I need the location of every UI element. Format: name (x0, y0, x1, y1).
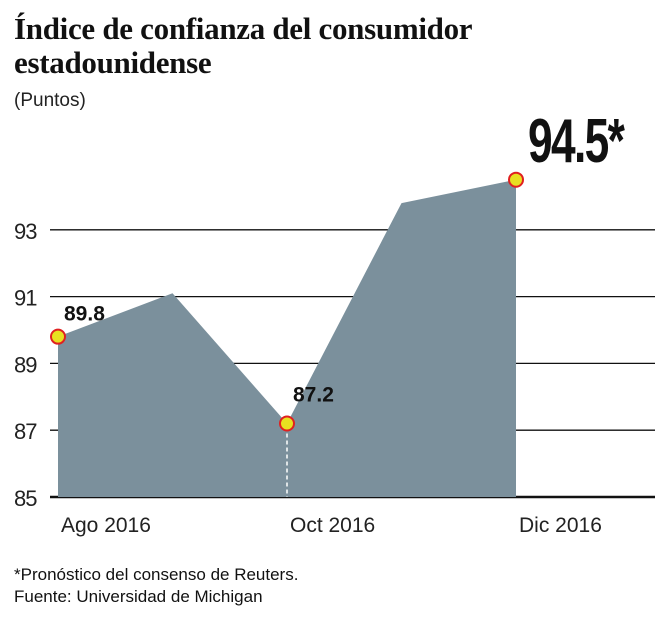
chart-title: Índice de confianza del consumidor estad… (14, 11, 472, 80)
x-tick-label: Oct 2016 (290, 514, 375, 537)
y-tick-label: 89 (14, 352, 37, 377)
data-point-marker (279, 415, 295, 432)
data-label-highlight: 94.5* (528, 107, 625, 176)
chart: 85 87 89 91 93 Ago 2016 Oct 2016 Dic 2016 89.8 87… (14, 107, 655, 537)
data-point-marker (50, 328, 66, 345)
data-label: 87.2 (293, 384, 334, 407)
data-point-marker (508, 171, 524, 188)
footnote-forecast: *Pronóstico del consenso de Reuters. (14, 565, 299, 584)
footnotes: *Pronóstico del consenso de Reuters. Fue… (14, 564, 298, 608)
area-series (58, 179, 516, 497)
x-tick-label: Ago 2016 (61, 514, 151, 537)
y-tick-label: 91 (14, 286, 37, 311)
x-tick-label: Dic 2016 (519, 514, 602, 537)
footnote-source: Fuente: Universidad de Michigan (14, 587, 263, 606)
y-tick-label: 93 (14, 219, 37, 244)
chart-subtitle: (Puntos) (14, 90, 86, 111)
data-label: 89.8 (64, 303, 105, 326)
y-tick-label: 87 (14, 419, 37, 444)
y-tick-label: 85 (14, 486, 37, 511)
